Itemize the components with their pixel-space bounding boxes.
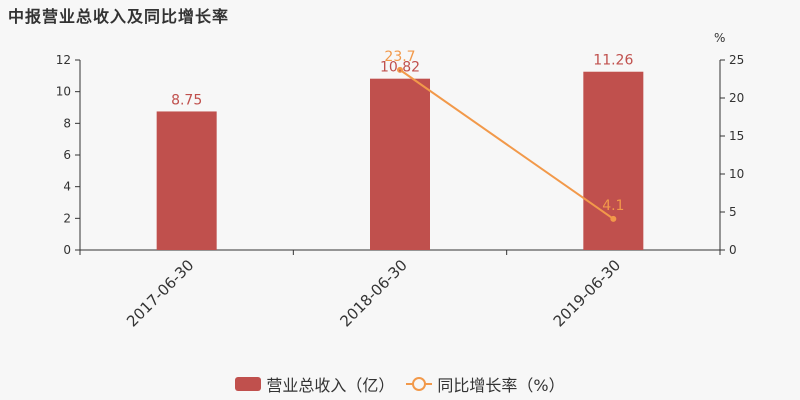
y-left-tick-label: 8	[63, 116, 71, 130]
revenue-bar-label: 10.82	[380, 60, 420, 76]
y-right-tick-label: 20	[729, 91, 744, 105]
growth-rate-label: 4.1	[602, 198, 624, 214]
data-labels: 8.75 10.82 11.26 23.7 4.1	[171, 49, 633, 214]
y-right-axis-unit: %	[714, 31, 725, 45]
growth-rate-point	[397, 66, 403, 73]
x-tick-label: 2019-06-30	[550, 256, 624, 330]
legend-item-growth[interactable]: 同比增长率（%）	[406, 372, 565, 396]
legend-label-growth: 同比增长率（%）	[437, 376, 565, 395]
y-left-tick-label: 6	[63, 148, 71, 162]
y-right-tick-label: 5	[729, 205, 737, 219]
line-series	[397, 66, 617, 222]
y-right-tick-label: 0	[729, 243, 737, 257]
growth-rate-line	[399, 69, 614, 220]
y-left-tick-label: 4	[63, 180, 71, 194]
x-tick-label: 2017-06-30	[123, 256, 197, 330]
legend-label-revenue: 营业总收入（亿）	[266, 376, 395, 395]
revenue-bar	[583, 71, 644, 250]
legend-line-marker	[412, 377, 427, 391]
y-right-tick-label: 10	[729, 167, 744, 181]
y-left-tick-label: 2	[63, 211, 71, 225]
revenue-bar-label: 11.26	[593, 53, 633, 69]
y-right-tick-label: 15	[729, 129, 744, 143]
y-right-tick-label: 25	[729, 53, 744, 67]
legend-line-swatch	[406, 377, 433, 391]
y-left-tick-label: 10	[56, 85, 71, 99]
growth-rate-label: 23.7	[384, 49, 415, 65]
revenue-bar	[370, 78, 430, 250]
chart-title: 中报营业总收入及同比增长率	[8, 7, 230, 26]
y-left-tick-label: 0	[63, 243, 71, 257]
revenue-bar	[156, 111, 217, 250]
legend-bar-swatch	[235, 377, 262, 391]
growth-rate-point	[610, 215, 617, 222]
revenue-bar-label: 8.75	[171, 92, 202, 108]
legend-item-revenue[interactable]: 营业总收入（亿）	[235, 372, 394, 396]
bar-series	[156, 71, 644, 250]
x-tick-label: 2018-06-30	[336, 256, 410, 330]
y-left-tick-label: 12	[56, 53, 71, 67]
chart-area: 0 2 4 6 8 10 12 0 5 10 15 20 25% 2017-06-30 2018-06-30…	[56, 31, 745, 330]
legend: 营业总收入（亿） 同比增长率（%）	[0, 372, 800, 396]
